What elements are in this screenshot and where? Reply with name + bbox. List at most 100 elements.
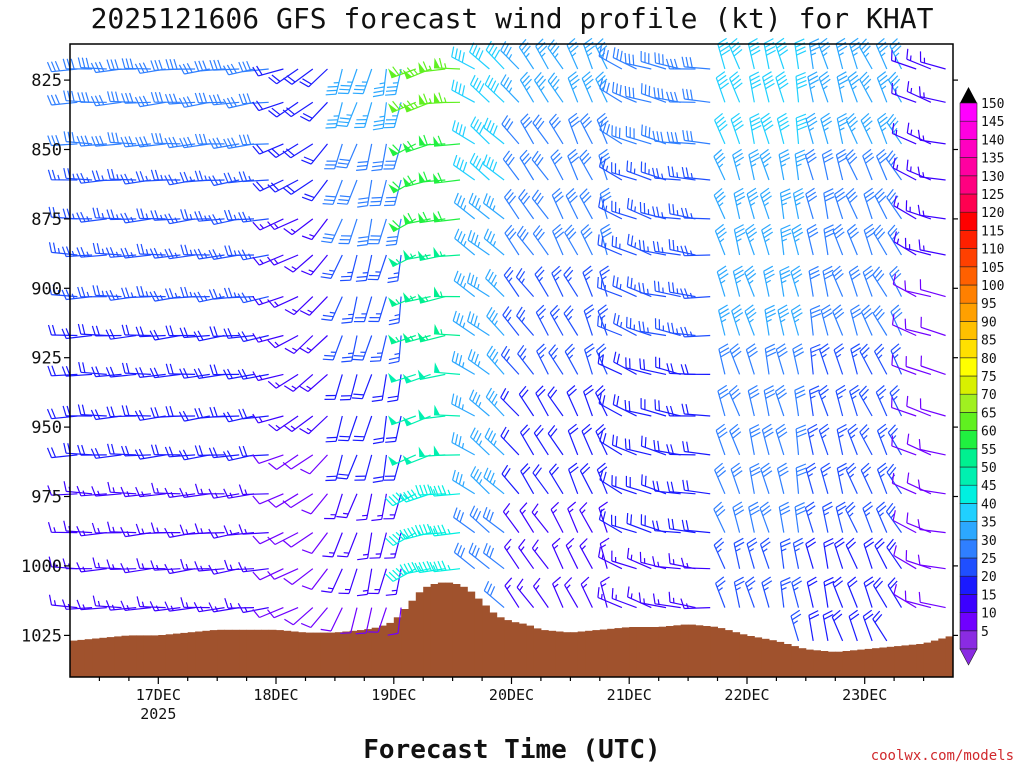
colorbar-label: 135 <box>981 152 1004 167</box>
wind-barb <box>338 415 358 442</box>
wind-barb <box>668 591 696 609</box>
wind-barb <box>759 537 771 569</box>
wind-barb <box>821 149 834 181</box>
wind-barb <box>484 74 505 103</box>
terrain-column <box>298 632 306 677</box>
wind-barb <box>733 576 745 608</box>
terrain-column <box>99 637 108 677</box>
wind-barb <box>835 37 848 70</box>
wind-barb <box>665 58 696 70</box>
wind-barb <box>47 485 78 496</box>
wind-barb <box>92 285 122 298</box>
wind-barb <box>714 462 727 495</box>
wind-barb <box>806 576 818 608</box>
wind-barb <box>283 568 314 585</box>
wind-barb <box>568 112 581 145</box>
wind-barb <box>486 345 505 375</box>
wind-barb <box>807 423 818 456</box>
wind-barb <box>845 537 858 569</box>
wind-barb <box>833 343 845 375</box>
wind-barb <box>63 442 93 456</box>
wind-barb <box>890 304 903 336</box>
terrain-column <box>415 592 424 677</box>
x-axis-label: Forecast Time (UTC) <box>363 735 660 765</box>
wind-barb <box>388 454 417 466</box>
wind-barb <box>885 502 902 533</box>
wind-barb <box>338 218 358 245</box>
wind-barb <box>790 609 802 642</box>
wind-barb <box>600 576 610 608</box>
wind-barb <box>749 71 762 103</box>
wind-barb <box>91 135 122 147</box>
wind-barb <box>299 415 328 435</box>
colorbar-swatch <box>959 539 978 559</box>
colorbar-label: 5 <box>981 625 989 640</box>
terrain-column <box>607 628 615 677</box>
wind-barb <box>533 577 549 608</box>
surface-terrain <box>70 582 954 677</box>
wind-barb <box>46 447 78 459</box>
wind-barb <box>252 454 284 464</box>
wind-barb <box>516 225 535 256</box>
terrain-column <box>901 645 910 677</box>
wind-barb <box>595 38 608 70</box>
wind-barb <box>282 143 314 159</box>
wind-barb <box>846 223 859 256</box>
wind-barb <box>818 423 830 456</box>
terrain-column <box>724 630 733 677</box>
wind-barb <box>893 231 917 256</box>
wind-barb <box>532 114 549 145</box>
wind-barb <box>732 265 745 297</box>
wind-barb <box>875 37 888 70</box>
wind-barb <box>267 532 299 546</box>
colorbar-label: 30 <box>981 534 997 549</box>
wind-barb <box>713 537 726 569</box>
wind-barb <box>500 426 520 456</box>
wind-barb <box>535 304 549 336</box>
wind-barb <box>417 332 446 343</box>
wind-barb <box>624 52 652 70</box>
wind-barb <box>809 305 822 336</box>
wind-barb <box>353 296 373 323</box>
wind-barb <box>638 282 667 298</box>
terrain-column <box>231 629 240 677</box>
wind-barb <box>76 562 107 573</box>
wind-barb <box>640 50 667 70</box>
wind-barb <box>763 38 776 70</box>
wind-barb <box>889 265 903 297</box>
terrain-column <box>511 622 520 677</box>
wind-barb <box>744 265 757 297</box>
wind-barb <box>252 295 284 306</box>
terrain-column <box>173 633 181 677</box>
wind-barb <box>776 462 789 494</box>
colorbar-label: 110 <box>981 243 1004 258</box>
colorbar-label: 70 <box>981 388 997 403</box>
terrain-column <box>92 638 100 677</box>
wind-barb <box>208 488 240 499</box>
terrain-column <box>261 629 270 677</box>
wind-barb <box>120 600 151 611</box>
terrain-column <box>872 648 880 677</box>
wind-barb <box>417 369 446 381</box>
wind-barb <box>367 607 387 633</box>
wind-barb <box>626 276 652 298</box>
colorbar-swatch <box>959 630 978 650</box>
wind-barb <box>238 134 269 146</box>
wind-barb <box>208 175 240 187</box>
colorbar-max-arrow <box>960 87 977 103</box>
y-axis: 825 850 875 900 925 950 975 1000 1025 <box>21 71 958 646</box>
wind-barb <box>733 187 746 220</box>
y-tick-label: 850 <box>31 141 62 161</box>
wind-barb <box>744 304 757 336</box>
wind-barb <box>551 187 564 220</box>
wind-barb <box>860 462 873 495</box>
wind-barb <box>665 405 696 417</box>
terrain-column <box>283 630 292 677</box>
wind-barb <box>891 472 917 495</box>
wind-barb <box>728 384 741 417</box>
colorbar-swatch <box>959 503 978 522</box>
wind-barb <box>917 204 946 220</box>
wind-barb <box>579 149 593 181</box>
terrain-column <box>342 631 351 677</box>
